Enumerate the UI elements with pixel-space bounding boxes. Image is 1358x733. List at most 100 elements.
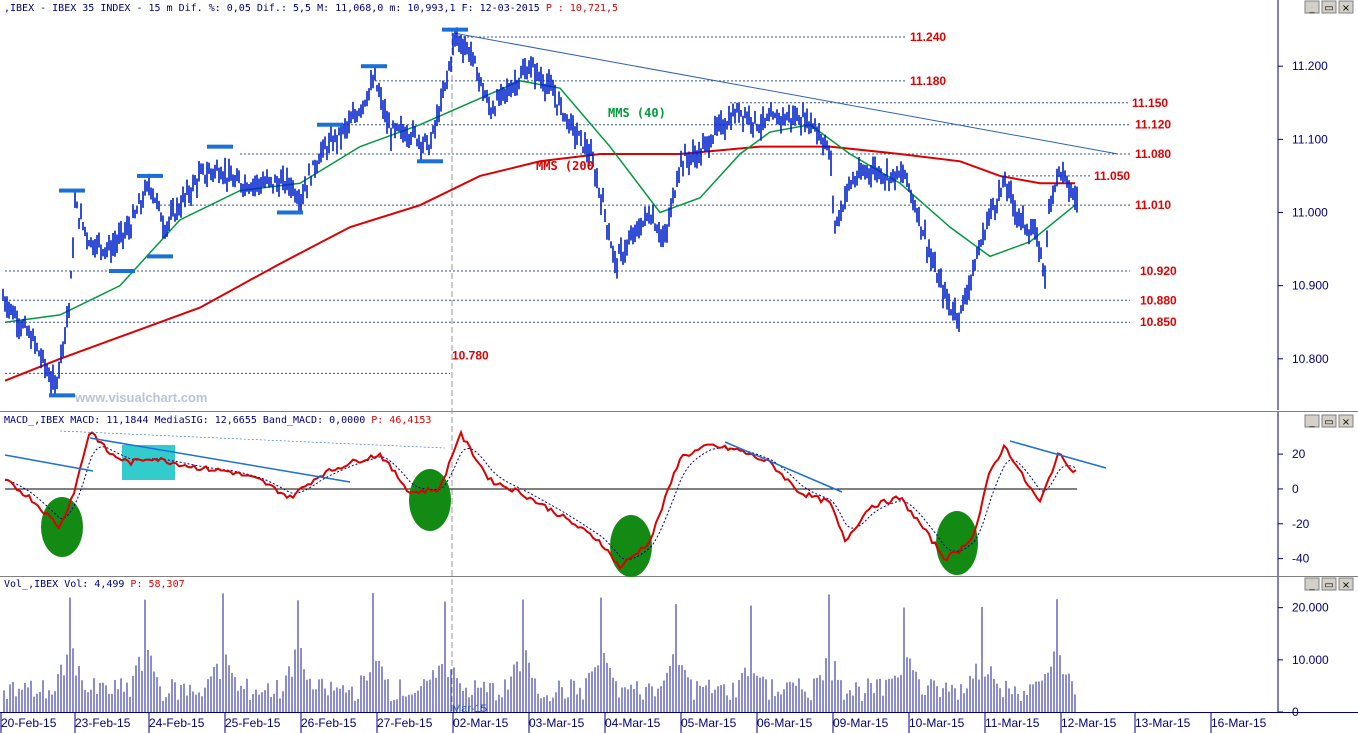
panel-headers: ,IBEX - IBEX 35 INDEX - 15 m Dif. %: 0,0… bbox=[4, 3, 618, 590]
close-icon-glyph: × bbox=[1342, 580, 1350, 591]
macd-trendline bbox=[4, 454, 94, 472]
minimize-icon-glyph: _ bbox=[1309, 3, 1316, 14]
swing-marker bbox=[49, 393, 75, 398]
level-label: 10.920 bbox=[1140, 264, 1177, 278]
x-tick-label: 06-Mar-15 bbox=[757, 716, 813, 730]
ma200-label: MMS (200 bbox=[536, 159, 594, 173]
restore-icon-glyph: ▭ bbox=[1324, 417, 1333, 428]
panel-frames: _ ▭ × _ ▭ × _ ▭ × bbox=[0, 0, 1358, 713]
level-label: 11.240 bbox=[910, 30, 946, 44]
axes: 11.200 11.100 11.000 10.900 10.800 20 0 -20 -40 2… bbox=[0, 59, 1329, 733]
close-icon bbox=[1338, 0, 1354, 14]
macd-y-tick-label: -40 bbox=[1292, 552, 1310, 566]
close-icon-glyph: × bbox=[1342, 417, 1350, 428]
macd-trendline bbox=[1009, 440, 1107, 469]
level-label: 10.780 bbox=[452, 348, 489, 362]
cursor-label: Mar-15 bbox=[452, 703, 487, 715]
y-tick-label: 11.100 bbox=[1292, 132, 1328, 146]
x-tick-label: 23-Feb-15 bbox=[75, 716, 131, 730]
panel-header: Vol_,IBEX Vol: 4,499 P: 58,307 bbox=[4, 579, 185, 590]
x-tick-label: 16-Mar-15 bbox=[1211, 716, 1267, 730]
restore-icon bbox=[1321, 0, 1337, 14]
vol-y-tick-label: 0 bbox=[1292, 705, 1299, 719]
y-tick-label: 10.900 bbox=[1292, 279, 1329, 293]
restore-icon bbox=[1321, 577, 1337, 591]
price-bars bbox=[2, 27, 1078, 395]
swing-marker bbox=[442, 27, 468, 32]
panel-header-extra: P: 46,4153 bbox=[371, 415, 431, 426]
x-tick-label: 02-Mar-15 bbox=[453, 716, 509, 730]
watermark: www.visualchart.com bbox=[74, 390, 207, 405]
trendline bbox=[454, 32, 1119, 155]
minimize-icon bbox=[1304, 0, 1320, 14]
minimize-icon-glyph: _ bbox=[1309, 580, 1316, 591]
macd-y-tick-label: 20 bbox=[1292, 447, 1306, 461]
vol-y-tick-label: 10.000 bbox=[1292, 653, 1329, 667]
x-tick-label: 27-Feb-15 bbox=[377, 716, 433, 730]
panel-header-extra: P: 58,307 bbox=[130, 579, 184, 590]
vol-y-tick-label: 20.000 bbox=[1292, 601, 1329, 615]
volume-bars bbox=[3, 593, 1076, 712]
minimize-icon-glyph: _ bbox=[1309, 417, 1316, 428]
swing-marker bbox=[317, 122, 343, 127]
swing-marker bbox=[361, 64, 387, 69]
swing-marker bbox=[109, 269, 135, 274]
swing-marker bbox=[147, 254, 173, 259]
restore-icon bbox=[1321, 414, 1337, 428]
panel-header: MACD_,IBEX MACD: 11,1844 MediaSIG: 12,66… bbox=[4, 415, 431, 426]
y-tick-label: 11.200 bbox=[1292, 59, 1328, 73]
level-label: 11.050 bbox=[1094, 169, 1130, 183]
minimize-icon bbox=[1304, 414, 1320, 428]
x-tick-label: 24-Feb-15 bbox=[149, 716, 205, 730]
macd-trendline bbox=[89, 437, 351, 483]
x-tick-label: 10-Mar-15 bbox=[909, 716, 965, 730]
x-tick-label: 09-Mar-15 bbox=[833, 716, 889, 730]
level-label: 11.150 bbox=[1132, 96, 1168, 110]
x-tick-label: 03-Mar-15 bbox=[529, 716, 585, 730]
ma40-line bbox=[4, 80, 1076, 323]
x-tick-label: 11-Mar-15 bbox=[985, 716, 1040, 730]
panel-header-extra: P : 10,721,5 bbox=[546, 3, 618, 14]
swing-marker bbox=[277, 210, 303, 215]
x-tick-label: 20-Feb-15 bbox=[1, 716, 57, 730]
swing-marker bbox=[59, 188, 85, 193]
macd-panel bbox=[4, 429, 1107, 577]
x-tick-label: 25-Feb-15 bbox=[225, 716, 281, 730]
close-icon bbox=[1338, 577, 1354, 591]
panel-header-text: MACD_,IBEX MACD: 11,1844 MediaSIG: 12,66… bbox=[4, 415, 365, 426]
x-tick-label: 05-Mar-15 bbox=[681, 716, 737, 730]
macd-y-tick-label: -20 bbox=[1292, 517, 1310, 531]
swing-marker bbox=[207, 144, 233, 149]
level-label: 11.180 bbox=[910, 74, 946, 88]
x-tick-label: 26-Feb-15 bbox=[301, 716, 357, 730]
y-tick-label: 11.000 bbox=[1292, 206, 1328, 220]
swing-marker bbox=[137, 173, 163, 178]
level-label: 11.010 bbox=[1135, 198, 1171, 212]
close-icon-glyph: × bbox=[1342, 3, 1350, 14]
divergence-ellipse bbox=[41, 497, 83, 557]
macd-trendline bbox=[724, 441, 843, 493]
x-tick-label: 13-Mar-15 bbox=[1135, 716, 1191, 730]
divergence-ellipse bbox=[610, 515, 652, 577]
level-label: 10.850 bbox=[1140, 315, 1177, 329]
level-label: 11.120 bbox=[1135, 118, 1171, 132]
panel-header: ,IBEX - IBEX 35 INDEX - 15 m Dif. %: 0,0… bbox=[4, 3, 618, 14]
level-label: 11.080 bbox=[1135, 147, 1171, 161]
restore-icon-glyph: ▭ bbox=[1324, 580, 1333, 591]
swing-marker bbox=[417, 159, 443, 164]
macd-y-tick-label: 0 bbox=[1292, 482, 1299, 496]
ma40-label: MMS (40) bbox=[608, 106, 666, 120]
close-icon bbox=[1338, 414, 1354, 428]
restore-icon-glyph: ▭ bbox=[1324, 3, 1333, 14]
x-tick-label: 04-Mar-15 bbox=[605, 716, 661, 730]
volume-panel bbox=[3, 593, 1076, 712]
level-label: 10.880 bbox=[1140, 293, 1177, 307]
ma200-line bbox=[4, 145, 1075, 382]
macd-trendline bbox=[59, 430, 446, 449]
macd-line bbox=[4, 429, 1077, 571]
panel-header-text: ,IBEX - IBEX 35 INDEX - 15 m Dif. %: 0,0… bbox=[4, 3, 540, 14]
x-tick-label: 12-Mar-15 bbox=[1061, 716, 1117, 730]
panel-header-text: Vol_,IBEX Vol: 4,499 bbox=[4, 579, 124, 590]
